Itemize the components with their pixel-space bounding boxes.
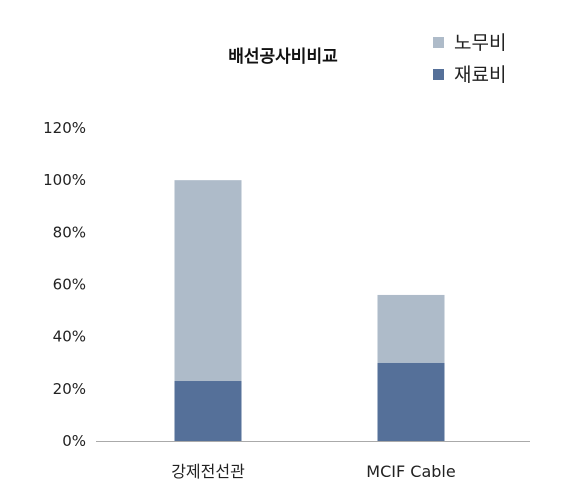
y-tick-label: 40% — [53, 328, 86, 346]
bar-segment-material — [174, 381, 242, 441]
bar-segment-labor — [174, 180, 242, 382]
y-tick-label: 80% — [53, 223, 86, 241]
legend-swatch-material — [433, 69, 444, 80]
bars — [174, 180, 445, 441]
y-axis: 0% 20% 40% 60% 80% 100% 120% — [43, 119, 86, 450]
legend-label-material: 재료비 — [454, 64, 506, 86]
y-tick-label: 0% — [62, 432, 86, 450]
y-tick-label: 120% — [43, 119, 86, 137]
bar-segment-labor — [377, 294, 445, 363]
legend-label-labor: 노무비 — [454, 32, 506, 54]
x-axis: 강제전선관 MCIF Cable — [96, 441, 530, 481]
y-tick-label: 60% — [53, 276, 86, 294]
legend: 노무비 재료비 — [433, 32, 506, 86]
y-tick-label: 100% — [43, 171, 86, 189]
x-tick-label: 강제전선관 — [171, 462, 245, 481]
y-tick-label: 20% — [53, 380, 86, 398]
legend-swatch-labor — [433, 37, 444, 48]
x-tick-label: MCIF Cable — [366, 462, 455, 481]
bar-segment-material — [377, 362, 445, 441]
chart-title: 배선공사비비교 — [228, 47, 338, 67]
